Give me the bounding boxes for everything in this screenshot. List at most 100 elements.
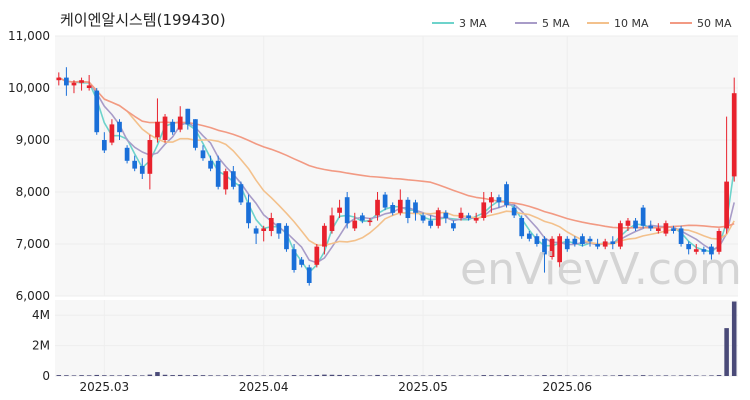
legend: 3 MA 5 MA 10 MA 50 MA <box>432 17 732 30</box>
volume-bar <box>428 375 433 376</box>
candle-body <box>557 236 563 263</box>
volume-bar <box>314 374 320 376</box>
candle <box>94 88 100 135</box>
candle <box>261 225 267 242</box>
volume-bar <box>94 374 100 376</box>
candle <box>473 212 479 224</box>
candle <box>132 155 138 172</box>
candle <box>731 77 737 182</box>
candle-body <box>473 218 479 221</box>
candle <box>709 244 714 260</box>
candle-body <box>208 160 213 169</box>
candle-body <box>618 223 623 247</box>
volume-bar <box>276 375 282 376</box>
candle <box>390 202 396 216</box>
volume-tick-label: 2M <box>32 339 50 353</box>
volume-bar <box>709 375 714 376</box>
candle-body <box>215 160 221 187</box>
candle <box>314 244 320 268</box>
candle-body <box>200 150 206 159</box>
candle <box>64 67 69 96</box>
candle-body <box>671 228 676 231</box>
candle-body <box>405 199 411 218</box>
candle-body <box>564 238 570 250</box>
candle-body <box>709 246 714 255</box>
volume-bar <box>139 375 145 376</box>
candle <box>139 158 145 179</box>
candle <box>200 145 206 161</box>
candle <box>382 192 388 211</box>
volume-bar <box>231 375 236 376</box>
volume-bar <box>564 375 570 376</box>
volume-bar <box>246 375 251 376</box>
candle <box>618 220 623 250</box>
candle <box>557 233 563 268</box>
x-tick-label: 2025.04 <box>239 380 289 394</box>
volume-tick-label: 4M <box>32 308 50 322</box>
candle-body <box>132 160 138 169</box>
candle <box>534 233 540 247</box>
volume-bar <box>527 375 532 376</box>
volume-bar <box>329 374 335 376</box>
candle-body <box>466 215 471 218</box>
volume-panel-bg <box>55 300 738 376</box>
candle <box>663 220 669 237</box>
volume-bar <box>306 375 312 376</box>
candle-body <box>375 199 380 216</box>
candle <box>610 236 616 250</box>
candle <box>71 80 77 94</box>
volume-bar <box>337 374 342 376</box>
legend-label: 50 MA <box>697 17 732 30</box>
volume-bar <box>86 375 92 376</box>
candle-body <box>314 246 320 265</box>
candle <box>648 220 654 231</box>
candle-body <box>602 241 608 247</box>
volume-bar <box>200 375 206 376</box>
candle-body <box>580 236 585 244</box>
volume-bar <box>572 375 578 376</box>
candle <box>678 225 684 247</box>
candle <box>276 223 282 239</box>
volume-bar <box>291 375 297 376</box>
x-tick-labels: 2025.03 2025.04 2025.05 2025.06 <box>80 380 593 394</box>
volume-bars <box>56 301 737 376</box>
candle-body <box>238 184 244 203</box>
volume-bar <box>124 375 130 376</box>
candle <box>337 199 342 218</box>
candle <box>208 155 213 172</box>
candle <box>162 114 168 143</box>
candle-body <box>359 215 365 221</box>
volume-bar <box>633 375 638 376</box>
candle-body <box>534 236 540 244</box>
candle <box>117 119 122 140</box>
candle <box>397 189 403 216</box>
candle <box>230 166 236 190</box>
volume-bar <box>253 375 259 376</box>
volume-bar <box>170 375 175 376</box>
candle-body <box>390 205 396 213</box>
volume-bar <box>269 375 274 376</box>
volume-bar <box>549 375 555 376</box>
candle-body <box>678 228 684 244</box>
volume-bar <box>215 375 221 376</box>
volume-bar <box>618 375 623 376</box>
candle <box>215 155 221 190</box>
candle-body <box>443 212 449 218</box>
volume-bar <box>602 375 608 376</box>
volume-bar <box>557 375 562 376</box>
candle-body <box>276 223 282 234</box>
candle <box>223 168 229 195</box>
candle <box>716 228 722 255</box>
candle-body <box>549 238 555 257</box>
candle-body <box>117 121 122 133</box>
candle-body <box>284 225 289 250</box>
candle <box>299 257 304 268</box>
candle-body <box>640 207 646 226</box>
x-tick-label: 2025.05 <box>398 380 448 394</box>
candle <box>405 197 411 224</box>
candle <box>504 181 509 208</box>
candle <box>451 220 456 231</box>
candle <box>291 244 297 273</box>
candle <box>56 72 62 86</box>
